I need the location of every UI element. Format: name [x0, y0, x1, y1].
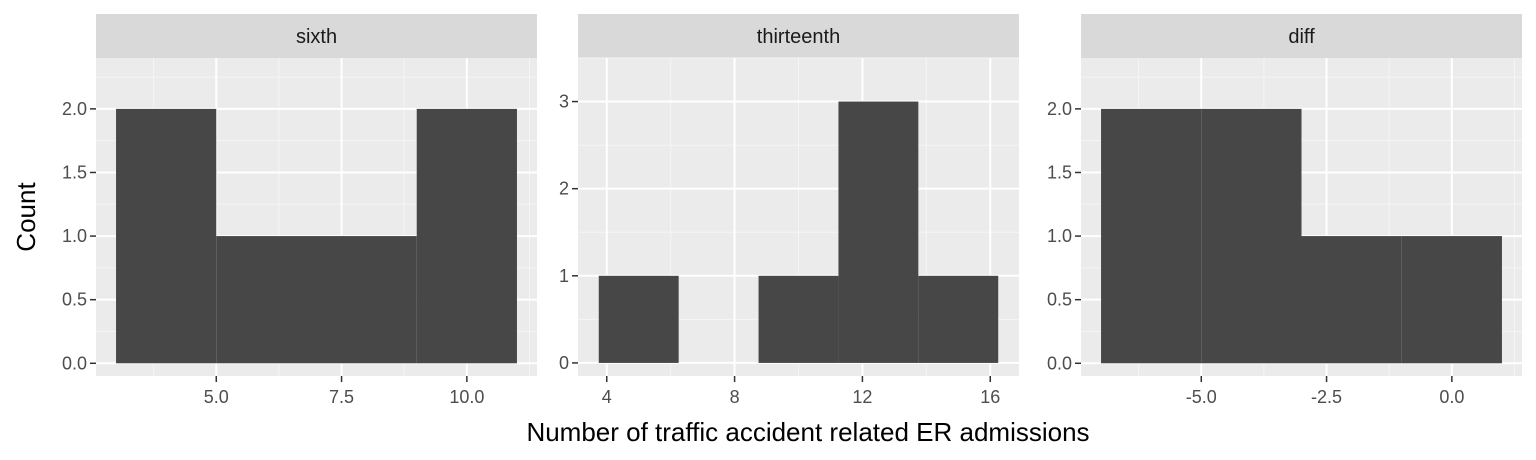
- y-tick-label: 0.0: [1047, 353, 1072, 373]
- histogram-bar: [216, 236, 317, 364]
- x-tick-label: 5.0: [204, 387, 229, 407]
- histogram-bar: [1301, 236, 1402, 364]
- facet-strip: [96, 14, 537, 58]
- facet-strip: [1081, 14, 1522, 58]
- histogram-bar: [758, 275, 839, 363]
- facet-strip-title: diff: [1288, 26, 1315, 48]
- facet-panel-diff: diff 0.0 0.5 1.0 1.5 2.0 -5.0 -2.5 0.0: [1047, 14, 1522, 407]
- x-tick-label: 4: [602, 387, 612, 407]
- histogram-bar: [416, 108, 517, 364]
- y-tick-label: 1.5: [1047, 162, 1072, 182]
- y-tick-label: 0.5: [62, 290, 87, 310]
- histogram-bar: [1401, 236, 1502, 364]
- histogram-bar: [316, 236, 417, 364]
- y-tick-label: 2: [559, 179, 569, 199]
- x-tick-label: 8: [730, 387, 740, 407]
- y-tick-label: 2.0: [62, 99, 87, 119]
- histogram-bar: [1201, 108, 1302, 364]
- x-tick-label: 0.0: [1439, 387, 1464, 407]
- x-tick-label: -2.5: [1311, 387, 1342, 407]
- y-tick-label: 1.0: [62, 226, 87, 246]
- histogram-bar: [838, 101, 919, 363]
- facet-strip-title: thirteenth: [757, 26, 840, 48]
- y-tick-label: 3: [559, 92, 569, 112]
- x-tick-label: 7.5: [329, 387, 354, 407]
- y-tick-label: 0: [559, 353, 569, 373]
- x-axis-title: Number of traffic accident related ER ad…: [526, 417, 1089, 447]
- facet-panel-sixth: sixth 0.0 0.5 1.0 1.5 2.0 5.0 7.5 10.0: [62, 14, 537, 407]
- y-tick-label: 1.0: [1047, 226, 1072, 246]
- y-tick-label: 1: [559, 266, 569, 286]
- x-tick-label: 16: [980, 387, 1000, 407]
- x-tick-label: 12: [852, 387, 872, 407]
- y-axis-title: Count: [11, 182, 41, 252]
- histogram-bar: [116, 108, 217, 364]
- facet-strip: [578, 14, 1019, 58]
- x-tick-label: -5.0: [1186, 387, 1217, 407]
- y-tick-label: 2.0: [1047, 99, 1072, 119]
- x-tick-label: 10.0: [449, 387, 484, 407]
- histogram-bar: [1101, 108, 1202, 364]
- histogram-bar: [918, 275, 999, 363]
- facet-strip-title: sixth: [296, 26, 337, 48]
- y-tick-label: 0.0: [62, 353, 87, 373]
- y-tick-label: 0.5: [1047, 290, 1072, 310]
- histogram-bar: [598, 275, 679, 363]
- y-tick-label: 1.5: [62, 162, 87, 182]
